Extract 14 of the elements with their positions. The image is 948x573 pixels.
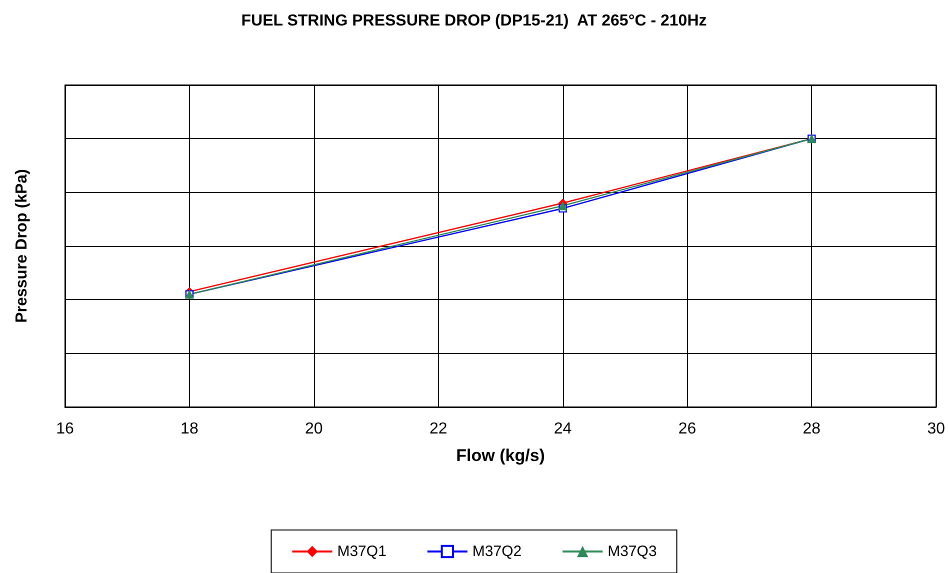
chart-title: FUEL STRING PRESSURE DROP (DP15-21) AT 265°C - 210Hz xyxy=(241,12,707,30)
x-tick-label: 30 xyxy=(927,420,946,438)
legend-label: M37Q3 xyxy=(608,543,657,560)
x-tick-label: 26 xyxy=(678,420,696,438)
legend-label: M37Q2 xyxy=(472,543,522,560)
x-tick-label: 22 xyxy=(429,420,448,438)
x-tick-label: 28 xyxy=(802,420,821,438)
y-axis-title: Pressure Drop (kPa) xyxy=(14,169,30,323)
x-tick-label: 24 xyxy=(554,420,572,438)
x-tick-label: 20 xyxy=(304,420,323,438)
x-tick-label: 18 xyxy=(180,420,198,438)
legend-label: M37Q1 xyxy=(337,543,386,560)
x-axis-title: Flow (kg/s) xyxy=(456,446,545,465)
x-tick-label: 16 xyxy=(56,420,74,438)
